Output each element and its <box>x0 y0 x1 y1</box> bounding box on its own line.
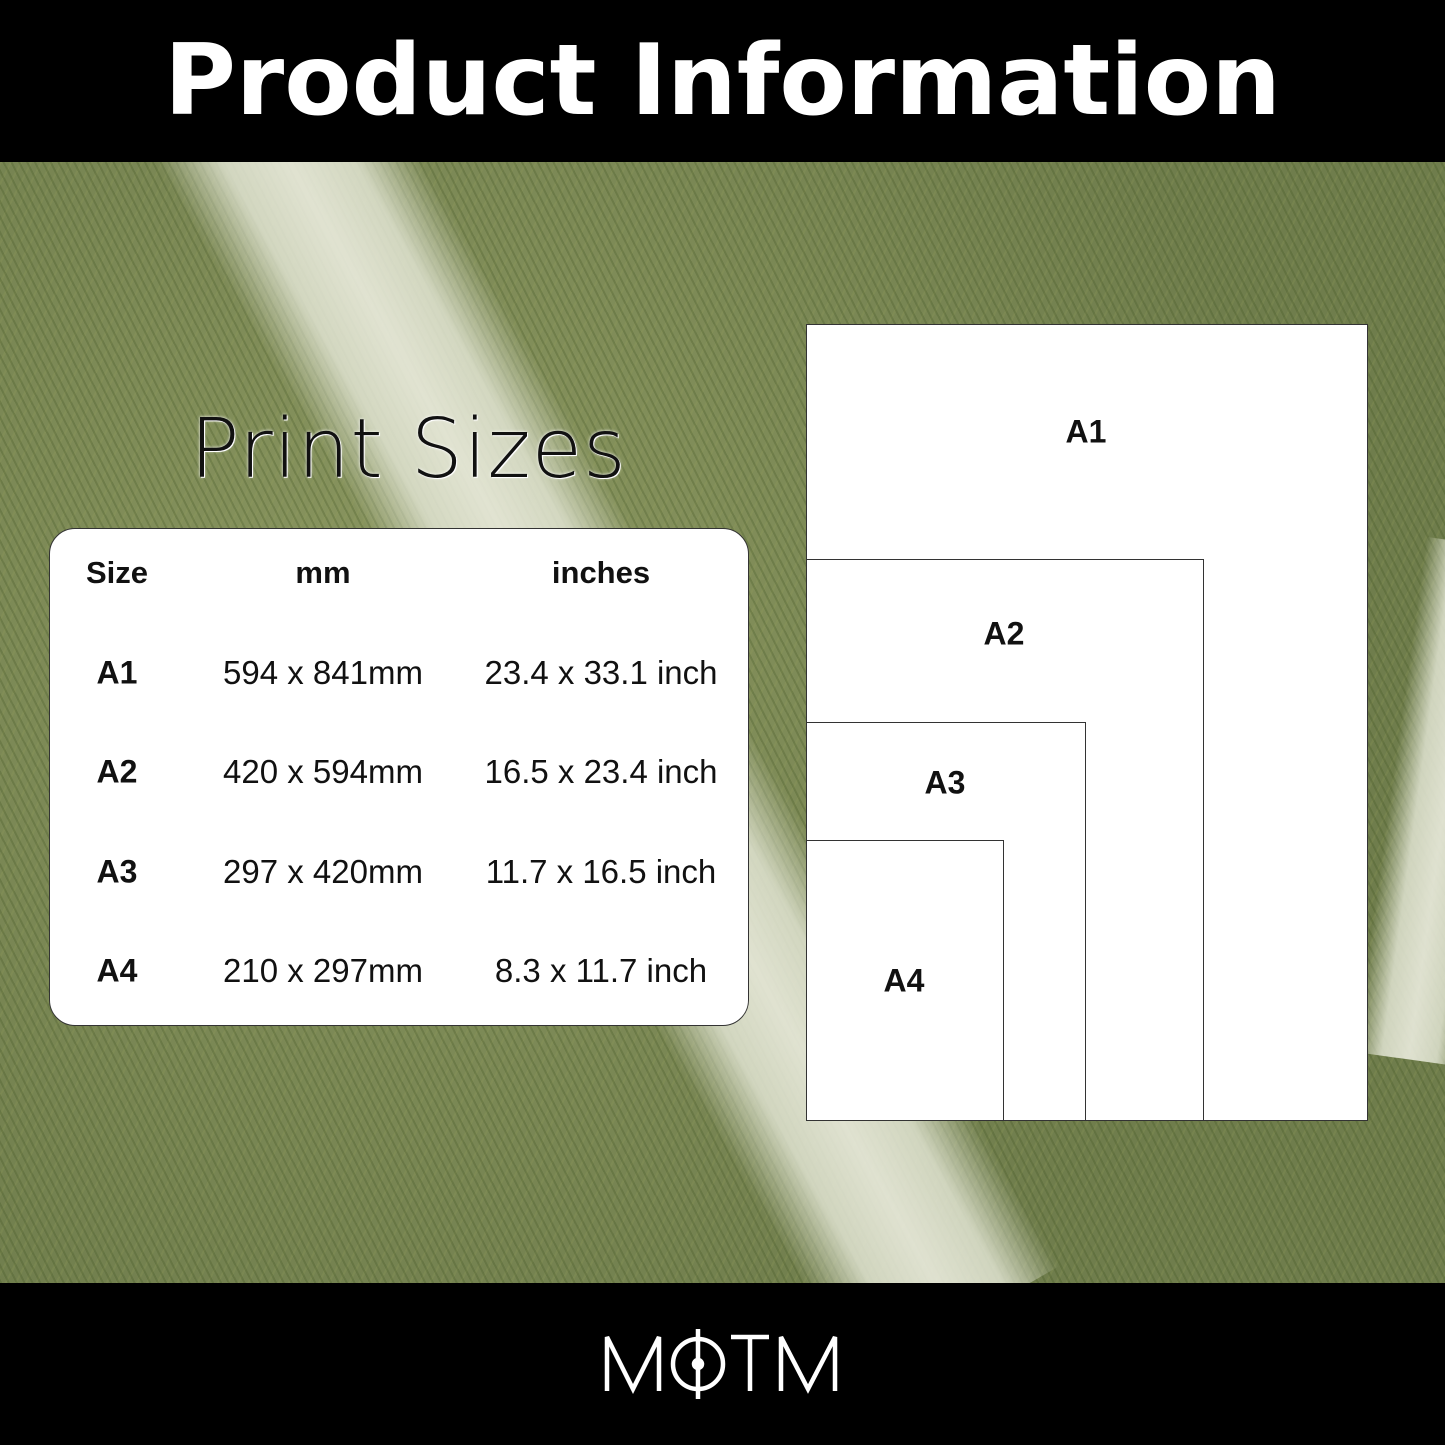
paper-label: A2 <box>983 615 1025 652</box>
size-cell: A3 <box>96 853 138 890</box>
column-header: Size <box>85 555 149 590</box>
footer-bar <box>0 1283 1445 1445</box>
size-cell: A2 <box>96 753 138 790</box>
size-cell: A1 <box>96 654 138 691</box>
mm-cell: 594 x 841mm <box>223 654 423 691</box>
inches-cell: 8.3 x 11.7 inch <box>494 952 708 989</box>
column-header: mm <box>295 555 351 590</box>
page-title: Product Information <box>164 24 1281 138</box>
paper-a4 <box>806 840 1004 1121</box>
header-bar: Product Information <box>0 0 1445 162</box>
mm-cell: 297 x 420mm <box>223 853 423 890</box>
paper-label: A1 <box>1065 413 1107 450</box>
paper-label: A3 <box>924 764 966 801</box>
inches-cell: 16.5 x 23.4 inch <box>484 753 718 790</box>
inches-cell: 23.4 x 33.1 inch <box>484 654 718 691</box>
motm-logo <box>604 1329 837 1399</box>
mm-cell: 420 x 594mm <box>223 753 423 790</box>
paper-label: A4 <box>883 962 925 999</box>
inches-cell: 11.7 x 16.5 inch <box>485 853 717 890</box>
size-table: Size mm inches A1 594 x 841mm 23.4 x 33.… <box>49 528 749 1026</box>
column-header: inches <box>551 555 651 590</box>
size-cell: A4 <box>96 952 138 989</box>
mm-cell: 210 x 297mm <box>223 952 423 989</box>
section-title: Print Sizes <box>190 402 627 497</box>
